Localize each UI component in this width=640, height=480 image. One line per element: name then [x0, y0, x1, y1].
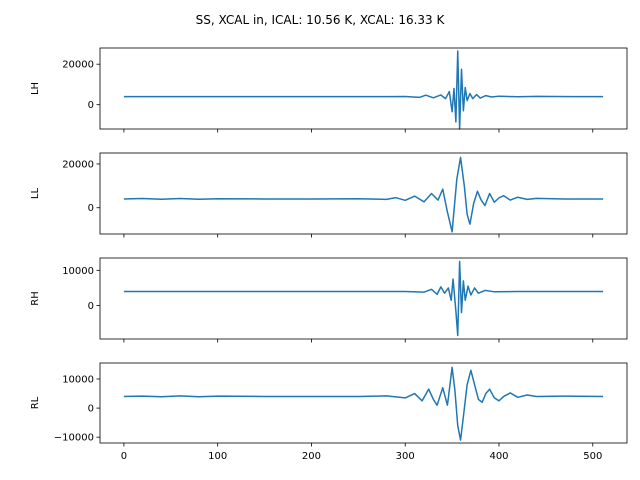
x-tick-label: 200	[302, 451, 321, 462]
x-tick-label: 500	[583, 451, 602, 462]
series-line-rh	[123, 260, 604, 337]
x-tick-label: 400	[489, 451, 508, 462]
subplot-ll: 0 20000 LL	[30, 152, 628, 238]
series-line-rl	[123, 366, 604, 441]
y-tick-label: 20000	[62, 159, 94, 170]
subplot-rl: −10000 0 10000 RL 0 100 200 300 400 500	[30, 362, 628, 462]
y-tick-label: 0	[88, 203, 94, 214]
subplot-rh: 0 10000 RH	[30, 257, 628, 343]
y-tick-label: 10000	[62, 266, 94, 277]
axes-frame	[99, 257, 628, 340]
axes-frame	[99, 152, 628, 235]
y-axis-label: LL	[30, 188, 41, 200]
y-tick-label: 0	[88, 100, 94, 111]
subplot-lh: 0 20000 LH	[30, 47, 628, 133]
axes-frame	[99, 362, 628, 444]
y-tick-label: 0	[88, 404, 94, 415]
y-axis-label: LH	[30, 82, 41, 95]
y-tick-label: −10000	[54, 433, 94, 444]
x-tick-label: 100	[208, 451, 227, 462]
y-tick-label: 20000	[62, 60, 94, 71]
series-line-ll	[123, 156, 604, 233]
y-axis-label: RH	[30, 291, 41, 305]
axes-frame	[99, 47, 628, 130]
y-tick-label: 0	[88, 301, 94, 312]
figure-title: SS, XCAL in, ICAL: 10.56 K, XCAL: 16.33 …	[196, 13, 446, 27]
subplot-stack: 0 20000 LH 0 20000 LL 0 10000 RH −10000 0 10000 RL 0 1…	[30, 47, 628, 462]
y-axis-label: RL	[30, 396, 41, 409]
x-tick-label: 300	[396, 451, 415, 462]
y-tick-label: 10000	[62, 375, 94, 386]
x-tick-label: 0	[121, 451, 127, 462]
